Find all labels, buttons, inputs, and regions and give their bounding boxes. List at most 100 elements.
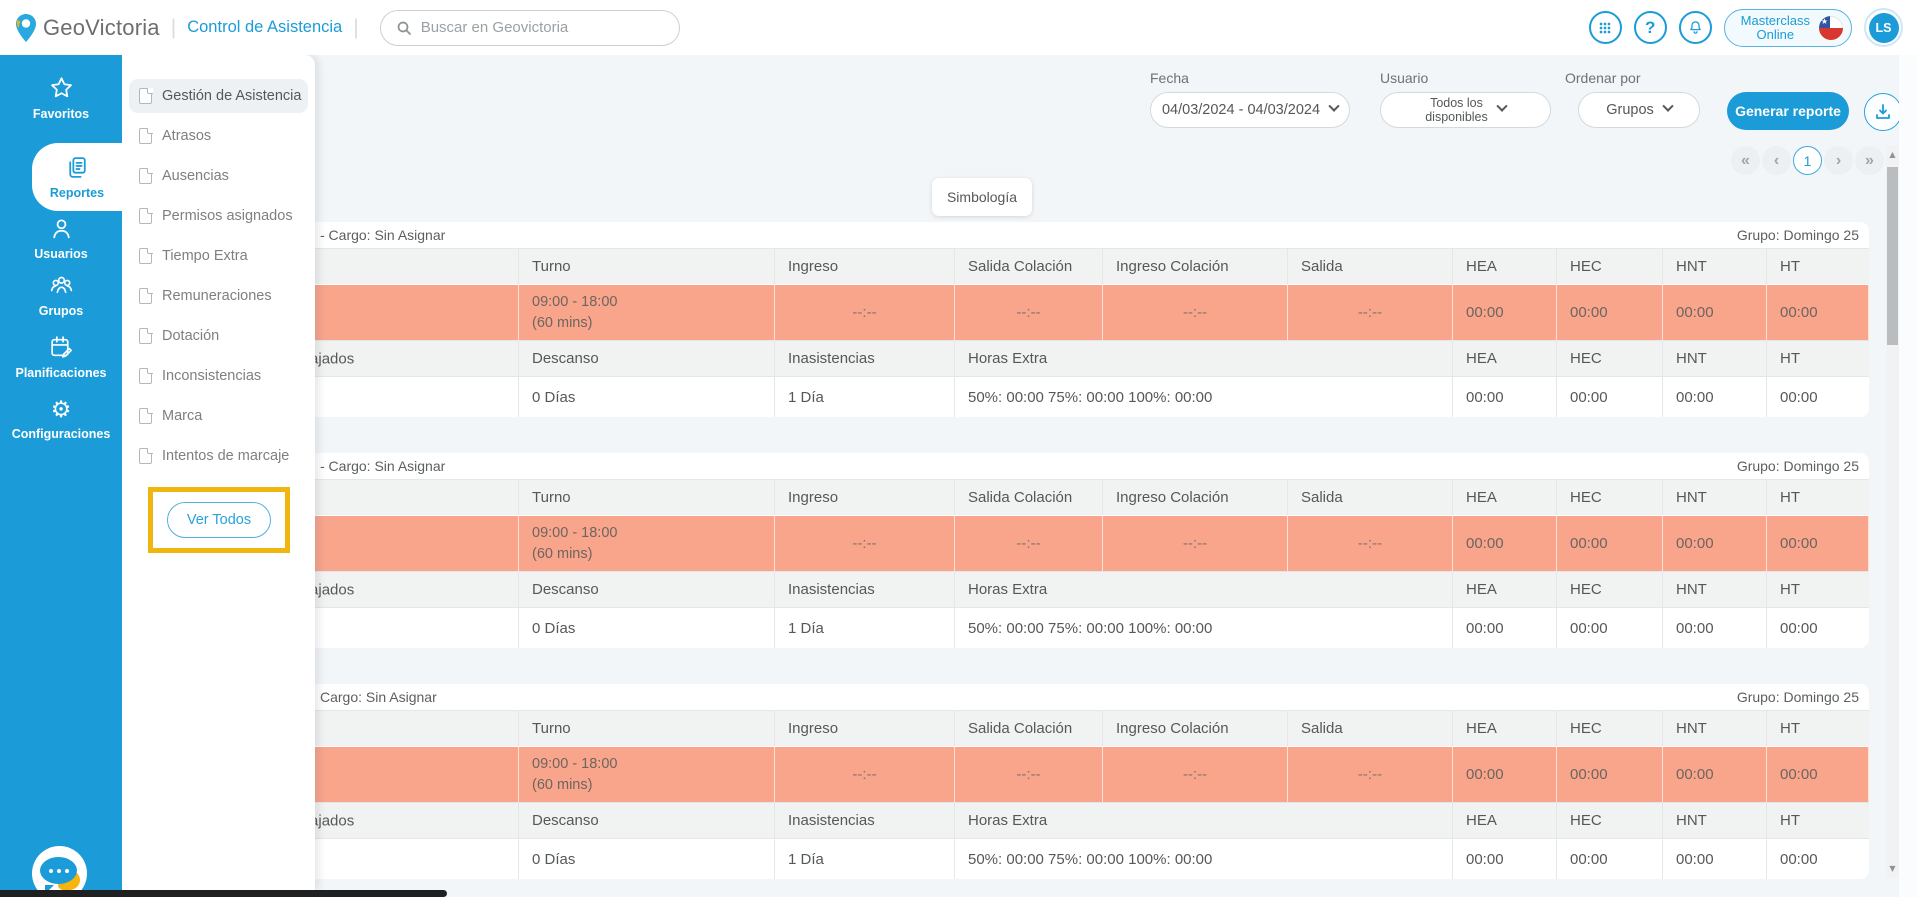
col-header-hea: HEA [1453, 248, 1557, 284]
pagination-prev-button[interactable]: ‹ [1762, 146, 1791, 175]
col-header-salida-colacion: Salida Colación [955, 710, 1103, 746]
menu-item-marca[interactable]: Marca [129, 399, 308, 433]
date-range-dropdown[interactable]: 04/03/2024 - 04/03/2024 [1150, 92, 1350, 128]
menu-item-atrasos[interactable]: Atrasos [129, 119, 308, 153]
sidebar-item-favoritos[interactable]: Favoritos [0, 75, 122, 121]
help-button[interactable]: ? [1633, 11, 1667, 44]
summary-value-ht: 00:00 [1767, 607, 1869, 648]
vertical-scrollbar-thumb[interactable] [1887, 167, 1898, 345]
ver-todos-highlight-box: Ver Todos [148, 487, 290, 553]
menu-item-tiempo-extra[interactable]: Tiempo Extra [129, 239, 308, 273]
shift-row-hea-cell: 00:00 [1453, 515, 1557, 571]
shift-row-ht-cell: 00:00 [1767, 515, 1869, 571]
scroll-up-arrow[interactable]: ▲ [1889, 150, 1896, 159]
attendance-table: Turno Ingreso Salida Colación Ingreso Co… [143, 710, 1869, 879]
pagination-next-button[interactable]: › [1824, 146, 1853, 175]
pagination-first-button[interactable]: « [1731, 146, 1760, 175]
generate-report-button[interactable]: Generar reporte [1727, 92, 1849, 130]
summary-header-hec: HEC [1557, 802, 1663, 838]
shift-row-ingreso-colacion-cell: --:-- [1103, 515, 1288, 571]
summary-value-hnt: 00:00 [1663, 376, 1767, 417]
shift-row-hea-cell: 00:00 [1453, 284, 1557, 340]
sidebar-item-configuraciones[interactable]: ⚙ Configuraciones [0, 398, 122, 441]
sidebar-item-label: Reportes [49, 186, 105, 200]
document-icon [139, 167, 153, 184]
section-title-row: Cargo: Sin Asignar Grupo: Domingo 25 [143, 684, 1869, 710]
user-filter-label: Usuario [1380, 70, 1429, 86]
col-header-ht: HT [1767, 479, 1869, 515]
shift-row-turno-cell: 09:00 - 18:00 (60 mins) [519, 746, 775, 802]
user-dropdown[interactable]: Todos los disponibles [1380, 92, 1551, 128]
report-pages-icon [68, 157, 86, 178]
menu-item-dotacion[interactable]: Dotación [129, 319, 308, 353]
header-divider: | [353, 15, 359, 39]
sidebar-item-planificaciones[interactable]: Planificaciones [0, 334, 122, 380]
summary-value-hea: 00:00 [1453, 607, 1557, 648]
summary-value-horas-extra: 50%: 00:00 75%: 00:00 100%: 00:00 [955, 607, 1453, 648]
sidebar-item-label: Planificaciones [15, 366, 107, 380]
report-table-section: - Cargo: Sin Asignar Grupo: Domingo 25 T… [143, 453, 1869, 648]
summary-value-inasistencias: 1 Día [775, 838, 955, 879]
pagination: « ‹ 1 › » [1731, 146, 1884, 175]
attendance-table: Turno Ingreso Salida Colación Ingreso Co… [143, 248, 1869, 417]
app-title[interactable]: Control de Asistencia [187, 18, 343, 36]
document-icon [139, 87, 153, 104]
summary-value-descanso: 0 Días [519, 838, 775, 879]
section-cargo-label: - Cargo: Sin Asignar [320, 458, 446, 474]
user-avatar[interactable]: LS [1864, 8, 1903, 47]
summary-header-descanso: Descanso [519, 802, 775, 838]
order-dropdown[interactable]: Grupos [1578, 92, 1700, 128]
attendance-table: Turno Ingreso Salida Colación Ingreso Co… [143, 479, 1869, 648]
menu-item-permisos-asignados[interactable]: Permisos asignados [129, 199, 308, 233]
scroll-down-arrow[interactable]: ▼ [1889, 864, 1896, 873]
summary-value-inasistencias: 1 Día [775, 607, 955, 648]
reports-flyout-menu: Gestión de Asistencia Atrasos Ausencias … [122, 55, 315, 890]
avatar-initials: LS [1868, 12, 1899, 43]
top-header-bar: GeoVictoria | Control de Asistencia | ? … [0, 0, 1918, 55]
chevron-down-icon [1662, 100, 1674, 112]
summary-value-hec: 00:00 [1557, 607, 1663, 648]
apps-grid-button[interactable] [1588, 11, 1622, 44]
order-filter-group: Ordenar por Grupos [1565, 70, 1700, 128]
menu-item-remuneraciones[interactable]: Remuneraciones [129, 279, 308, 313]
col-header-ingreso: Ingreso [775, 248, 955, 284]
summary-header-hea: HEA [1453, 571, 1557, 607]
menu-item-intentos-de-marcaje[interactable]: Intentos de marcaje [129, 439, 308, 473]
sidebar-item-label: Usuarios [34, 247, 88, 261]
col-header-salida: Salida [1288, 479, 1453, 515]
summary-value-horas-extra: 50%: 00:00 75%: 00:00 100%: 00:00 [955, 376, 1453, 417]
sidebar-item-usuarios[interactable]: Usuarios [0, 215, 122, 261]
document-icon [139, 247, 153, 264]
document-icon [139, 367, 153, 384]
group-icon [50, 276, 72, 294]
shift-row-ingreso-cell: --:-- [775, 515, 955, 571]
horizontal-scrollbar-thumb[interactable] [0, 890, 447, 897]
user-filter-group: Usuario Todos los disponibles [1380, 70, 1551, 128]
sidebar-item-reportes[interactable]: Reportes [32, 143, 122, 211]
col-header-turno: Turno [519, 710, 775, 746]
summary-header-hec: HEC [1557, 571, 1663, 607]
symbology-button[interactable]: Simbología [932, 178, 1032, 216]
col-header-hnt: HNT [1663, 479, 1767, 515]
summary-value-ht: 00:00 [1767, 376, 1869, 417]
menu-item-inconsistencias[interactable]: Inconsistencias [129, 359, 308, 393]
summary-header-hnt: HNT [1663, 802, 1767, 838]
download-icon [1876, 104, 1890, 119]
bell-icon [1689, 21, 1701, 34]
document-icon [139, 327, 153, 344]
shift-row-salida-cell: --:-- [1288, 746, 1453, 802]
ver-todos-button[interactable]: Ver Todos [167, 502, 271, 538]
pagination-last-button[interactable]: » [1855, 146, 1884, 175]
menu-item-ausencias[interactable]: Ausencias [129, 159, 308, 193]
vertical-scrollbar[interactable]: ▲ ▼ [1886, 145, 1899, 878]
search-input[interactable] [420, 19, 656, 36]
menu-item-gestion-de-asistencia[interactable]: Gestión de Asistencia [129, 79, 308, 113]
shift-row-hea-cell: 00:00 [1453, 746, 1557, 802]
shift-row-turno-cell: 09:00 - 18:00 (60 mins) [519, 515, 775, 571]
notifications-button[interactable] [1678, 11, 1712, 44]
sidebar-item-grupos[interactable]: Grupos [0, 272, 122, 318]
download-report-button[interactable] [1864, 93, 1902, 131]
pagination-current-page[interactable]: 1 [1793, 146, 1822, 175]
summary-header-ht: HT [1767, 340, 1869, 376]
masterclass-online-button[interactable]: Masterclass Online ★ [1723, 8, 1852, 47]
